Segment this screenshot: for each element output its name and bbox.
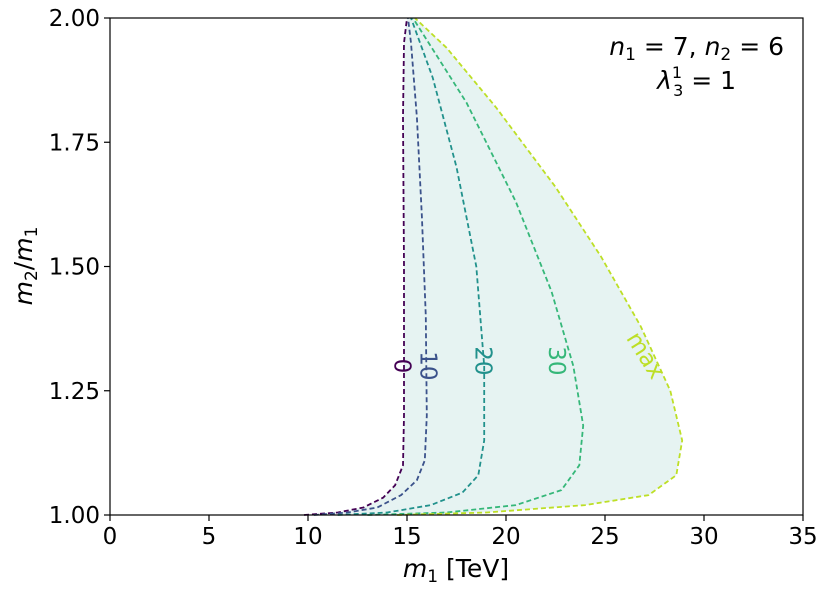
contour-lines-layer bbox=[303, 17, 684, 516]
contour-line-20 bbox=[337, 17, 486, 516]
y-axis-label: m2/m1 bbox=[9, 227, 42, 306]
y-tick-label: 1.25 bbox=[49, 379, 100, 405]
y-tick-label: 1.75 bbox=[49, 130, 100, 156]
x-tick-label: 25 bbox=[590, 524, 619, 550]
y-tick-label: 1.50 bbox=[49, 255, 100, 281]
x-tick-label: 35 bbox=[788, 524, 817, 550]
annotation-line-1: n1 = 7, n2 = 6 bbox=[609, 32, 784, 65]
contour-label-20: 20 bbox=[470, 346, 496, 375]
contour-line-max bbox=[397, 17, 684, 516]
shaded-region bbox=[304, 18, 683, 515]
x-tick-label: 5 bbox=[202, 524, 217, 550]
x-axis-label: m1 [TeV] bbox=[403, 554, 509, 587]
annotation-line-2: λ1 3 = 1 bbox=[655, 63, 736, 100]
x-tick-label: 15 bbox=[392, 524, 421, 550]
shaded-region-layer bbox=[304, 18, 683, 515]
y-tick-label: 2.00 bbox=[49, 6, 100, 32]
contour-line-0 bbox=[303, 17, 408, 516]
x-axis-ticks: 0 5 10 15 20 25 30 35 bbox=[103, 515, 818, 550]
contour-line-30 bbox=[367, 17, 585, 516]
contour-line-10 bbox=[313, 17, 428, 516]
contour-label-0: 0 bbox=[389, 359, 415, 374]
contour-label-30: 30 bbox=[543, 346, 569, 375]
y-tick-label: 1.00 bbox=[49, 503, 100, 529]
x-tick-label: 30 bbox=[689, 524, 718, 550]
x-tick-label: 20 bbox=[491, 524, 520, 550]
y-axis-ticks: 1.00 1.25 1.50 1.75 2.00 bbox=[49, 6, 110, 529]
x-tick-label: 10 bbox=[293, 524, 322, 550]
x-tick-label: 0 bbox=[103, 524, 118, 550]
contour-label-10: 10 bbox=[414, 351, 440, 380]
